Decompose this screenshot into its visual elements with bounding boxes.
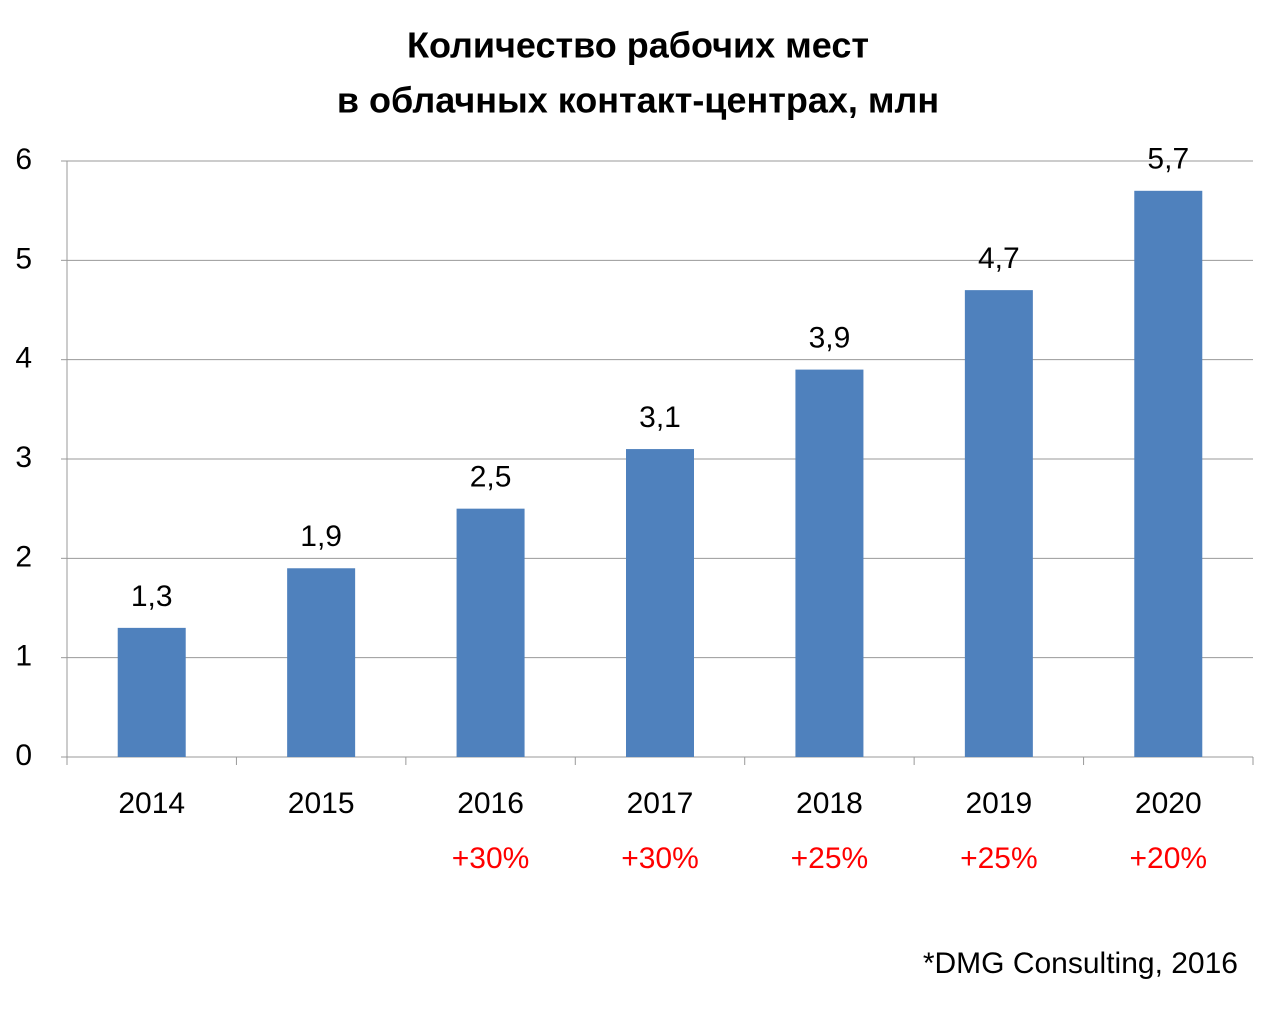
x-tick-label: 2019 <box>965 787 1032 820</box>
data-label: 5,7 <box>1147 143 1189 176</box>
chart-title: Количество рабочих мест <box>407 25 869 66</box>
data-label: 2,5 <box>470 461 512 494</box>
bar <box>117 627 186 757</box>
data-label: 1,9 <box>300 520 342 553</box>
data-label: 1,3 <box>131 580 173 613</box>
y-tick-label: 2 <box>15 540 32 573</box>
growth-label: +30% <box>621 842 699 875</box>
x-tick-label: 2020 <box>1135 787 1202 820</box>
data-label: 3,9 <box>809 322 851 355</box>
y-tick-label: 0 <box>15 739 32 772</box>
y-tick-label: 4 <box>15 342 32 375</box>
x-tick-label: 2018 <box>796 787 863 820</box>
x-tick-label: 2014 <box>118 787 185 820</box>
data-label: 3,1 <box>639 401 681 434</box>
bar <box>964 290 1033 757</box>
x-tick-label: 2015 <box>288 787 355 820</box>
bar <box>1134 190 1203 758</box>
bar <box>456 508 525 757</box>
chart-title: в облачных контакт-центрах, млн <box>337 80 939 121</box>
y-tick-label: 1 <box>15 640 32 673</box>
y-tick-label: 3 <box>15 441 32 474</box>
bar <box>626 449 694 757</box>
growth-label: +25% <box>791 842 869 875</box>
bar <box>795 369 864 757</box>
x-tick-label: 2016 <box>457 787 524 820</box>
bar <box>287 568 356 757</box>
y-tick-label: 5 <box>15 242 32 275</box>
source-note: *DMG Consulting, 2016 <box>923 947 1238 980</box>
x-tick-label: 2017 <box>627 787 694 820</box>
growth-label: +20% <box>1129 842 1207 875</box>
growth-label: +25% <box>960 842 1038 875</box>
y-tick-label: 6 <box>15 143 32 176</box>
data-label: 4,7 <box>978 242 1020 275</box>
growth-label: +30% <box>452 842 530 875</box>
